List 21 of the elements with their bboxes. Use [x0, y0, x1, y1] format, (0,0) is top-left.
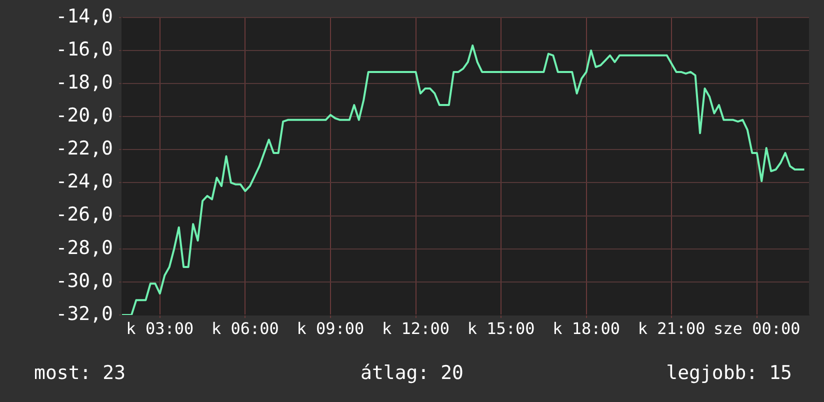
- text: legjobb: 15: [666, 362, 792, 384]
- x-tick-label: k 03:00: [126, 318, 194, 338]
- y-tick-label: -16,0: [56, 38, 113, 60]
- x-tick-label: k 21:00: [638, 318, 706, 338]
- y-tick-label: -32,0: [56, 302, 113, 325]
- y-tick-label: -28,0: [56, 236, 113, 259]
- y-tick-label: -26,0: [56, 204, 113, 226]
- y-tick-label: -20,0: [56, 104, 113, 127]
- y-tick-label: -14,0: [56, 5, 113, 28]
- text: most: 23: [34, 362, 126, 384]
- y-tick-label: -18,0: [56, 71, 113, 94]
- x-tick-label: k 15:00: [467, 318, 535, 338]
- y-tick-label: -30,0: [56, 270, 113, 292]
- x-tick-label: k 09:00: [296, 318, 364, 338]
- y-tick-label: -22,0: [56, 138, 113, 160]
- text: átlag: 20: [360, 362, 464, 384]
- x-tick-label: k 06:00: [211, 318, 279, 338]
- y-tick-label: -24,0: [56, 170, 113, 193]
- x-tick-label: k 12:00: [382, 318, 450, 338]
- x-tick-label: k 18:00: [552, 318, 620, 338]
- x-tick-label: sze 00:00: [714, 318, 800, 338]
